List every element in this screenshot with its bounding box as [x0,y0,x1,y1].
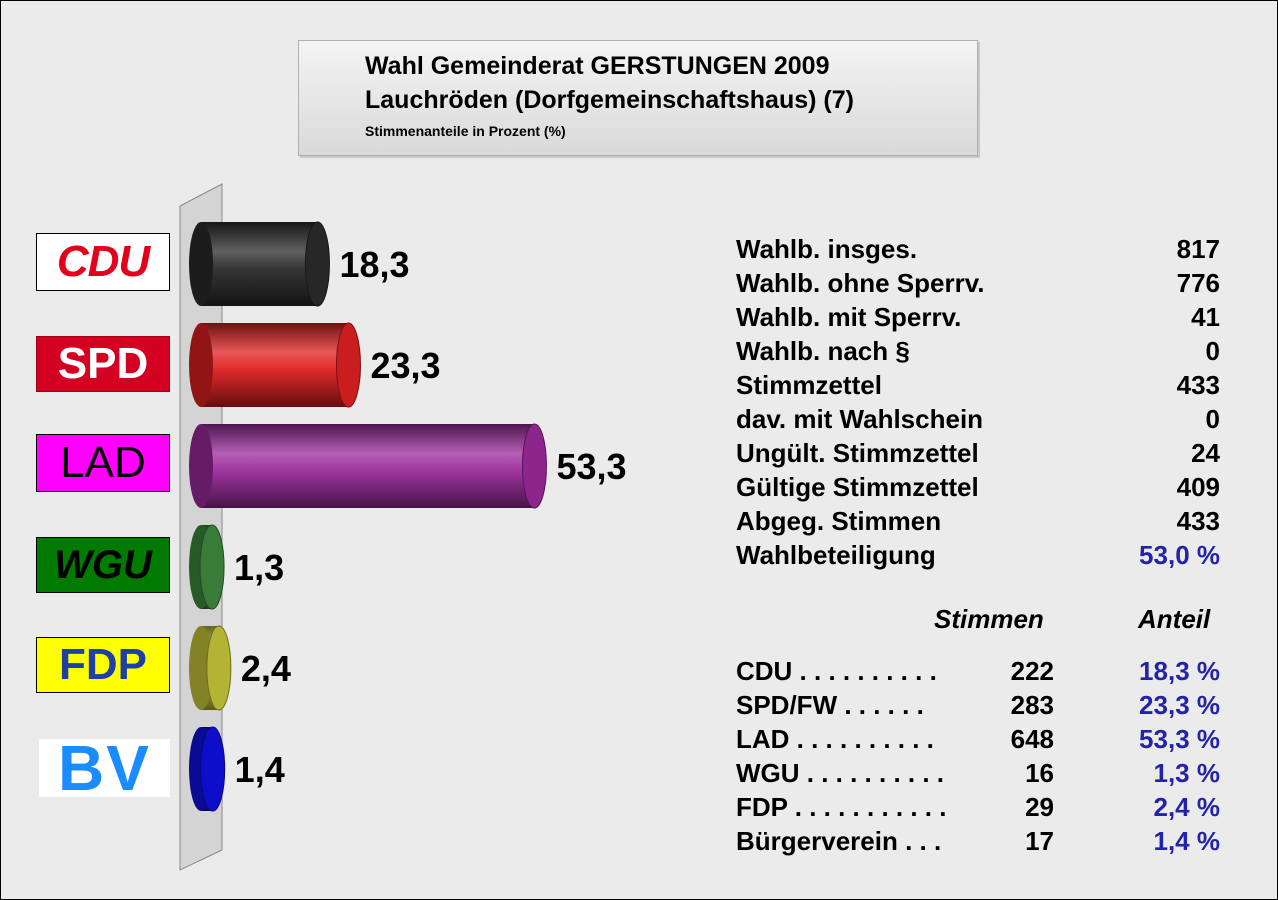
bar-cdu [201,222,318,306]
stat-label: Abgeg. Stimmen [736,506,942,536]
result-share: 53,3 % [1139,724,1220,754]
bar-end-cap-lad [521,423,547,509]
result-votes: 17 [1025,826,1054,856]
stat-label: Ungült. Stimmzettel [736,438,979,468]
data-label-wgu: 1,3 [234,547,284,588]
stat-label: Wahlbeteiligung [736,540,936,570]
stat-value: 409 [1176,472,1220,502]
bar-end-cap-cdu [304,221,330,307]
stat-value: 433 [1176,506,1220,536]
title-box: Wahl Gemeinderat GERSTUNGEN 2009 Lauchrö… [298,40,978,156]
stat-label: dav. mit Wahlschein [736,404,984,434]
stat-value: 24 [1191,438,1220,468]
stat-label: Stimmzettel [736,370,882,400]
stat-row: Wahlb. mit Sperrv. 41 [736,300,1220,334]
result-votes: 16 [1025,758,1054,788]
result-votes: 29 [1025,792,1054,822]
data-label-bv: 1,4 [235,749,285,790]
data-label-lad: 53,3 [556,446,626,487]
stat-value: 433 [1176,370,1220,400]
logo-wgu: WGU [36,537,170,593]
chart-title: Wahl Gemeinderat GERSTUNGEN 2009 [365,52,830,80]
logo-cdu: CDU [36,233,170,291]
stat-label: Wahlb. ohne Sperrv. [736,268,985,298]
result-party: FDP . . . . . . . . . . . [736,792,947,822]
result-row: FDP . . . . . . . . . . . 29 2,4 % [736,790,1220,824]
result-share: 1,3 % [1153,758,1221,788]
result-votes: 648 [1010,724,1054,754]
stat-row: Gültige Stimmzettel 409 [736,470,1220,504]
bar-lad [201,424,535,508]
result-votes: 283 [1010,690,1054,720]
result-share: 2,4 % [1153,792,1221,822]
bar-start-cap-fdp [189,626,213,710]
result-party: Bürgerverein . . . [736,826,942,856]
bar-end-cap-fdp [206,625,232,711]
votes-column-header: Stimmen [934,604,1044,634]
stat-row-turnout: Wahlbeteiligung 53,0 % [736,538,1220,572]
stat-row: Wahlb. insges. 817 [736,232,1220,266]
stat-label: Wahlb. nach § [736,336,910,366]
result-votes: 222 [1010,656,1054,686]
stat-value: 0 [1205,404,1220,434]
bar-end-cap-spd [335,322,361,408]
result-party: WGU . . . . . . . . . . [736,758,945,788]
result-share: 23,3 % [1139,690,1220,720]
stat-label: Wahlb. insges. [736,234,918,264]
stat-value: 41 [1191,302,1220,332]
stats-table: Wahlb. insges. 817 Wahlb. ohne Sperrv. 776… [736,232,1220,572]
logo-lad: LAD [36,434,170,492]
result-row: Bürgerverein . . . 17 1,4 % [736,824,1220,858]
result-share: 18,3 % [1139,656,1220,686]
result-row: SPD/FW . . . . . . 283 23,3 % [736,688,1220,722]
stat-value: 776 [1176,268,1220,298]
logo-fdp: FDP [36,637,170,693]
bar-chart: 18,3 23,3 53,3 1,3 2,4 1,4 [179,183,627,871]
bar-start-cap-lad [189,424,213,508]
bar-start-cap-cdu [189,222,213,306]
chart-note: Stimmenanteile in Prozent (%) [365,123,566,139]
logo-spd: SPD [36,336,170,392]
bar-spd [201,323,349,407]
data-label-fdp: 2,4 [241,648,291,689]
stat-row: Wahlb. nach § 0 [736,334,1220,368]
result-party: SPD/FW . . . . . . [736,690,924,720]
share-column-header: Anteil [1138,604,1211,634]
chart-subtitle: Lauchröden (Dorfgemeinschaftshaus) (7) [365,86,854,114]
result-share: 1,4 % [1153,826,1221,856]
stat-row: Ungült. Stimmzettel 24 [736,436,1220,470]
bar-end-cap-wgu [199,524,225,610]
result-row: CDU . . . . . . . . . . 222 18,3 % [736,654,1220,688]
result-row: WGU . . . . . . . . . . 16 1,3 % [736,756,1220,790]
stat-value: 817 [1176,234,1220,264]
data-label-cdu: 18,3 [339,244,409,285]
stat-row: Stimmzettel 433 [736,368,1220,402]
stat-label: Gültige Stimmzettel [736,472,979,502]
result-party: LAD . . . . . . . . . . [736,724,934,754]
data-label-spd: 23,3 [370,345,440,386]
stat-label: Wahlb. mit Sperrv. [736,302,962,332]
results-table: CDU . . . . . . . . . . 222 18,3 % SPD/FW … [736,654,1220,858]
bar-end-cap-bv [200,726,226,812]
stat-row: dav. mit Wahlschein 0 [736,402,1220,436]
bar-start-cap-spd [189,323,213,407]
turnout-value: 53,0 % [1139,540,1220,570]
logo-bv: BV [39,739,170,797]
stat-row: Wahlb. ohne Sperrv. 776 [736,266,1220,300]
result-row: LAD . . . . . . . . . . 648 53,3 % [736,722,1220,756]
result-party: CDU . . . . . . . . . . [736,656,937,686]
stat-row: Abgeg. Stimmen 433 [736,504,1220,538]
stat-value: 0 [1205,336,1220,366]
